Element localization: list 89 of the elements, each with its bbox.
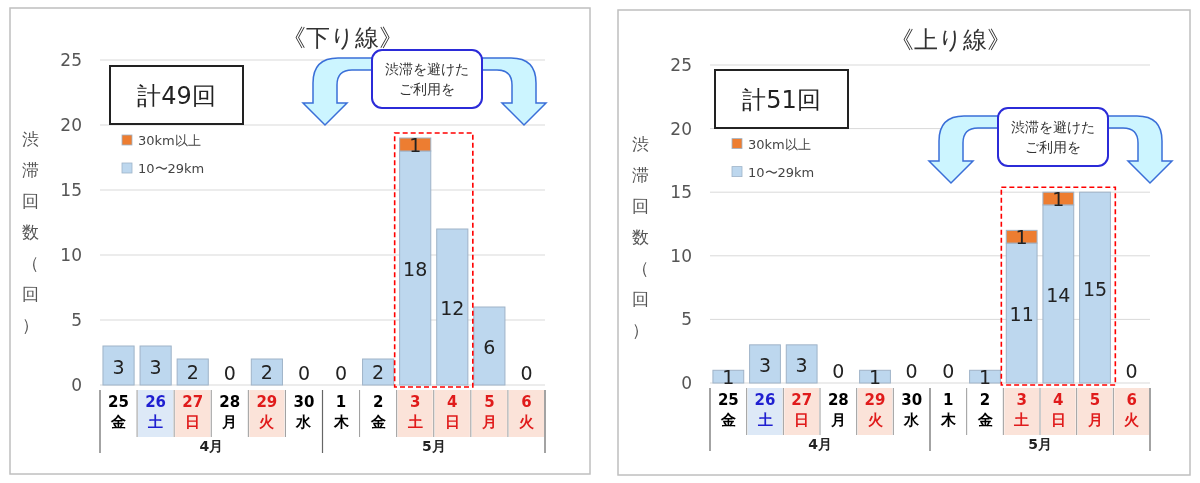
bar bbox=[749, 344, 781, 384]
data-label: 3 bbox=[758, 353, 772, 376]
data-label: 0 bbox=[334, 362, 348, 384]
x-tick-label: 6 火 bbox=[1124, 391, 1141, 429]
data-label: 1 bbox=[978, 365, 992, 388]
x-tick-label: 28 月 bbox=[827, 391, 849, 429]
data-label: 1 bbox=[409, 133, 422, 156]
data-label: 2 bbox=[186, 361, 199, 383]
data-label: 0 bbox=[520, 362, 533, 384]
y-tick-label: 0 bbox=[681, 373, 692, 393]
chart-title: 《下り線》 bbox=[282, 24, 403, 52]
data-label: 3 bbox=[149, 355, 162, 378]
bar bbox=[473, 306, 506, 386]
x-tick-label: 6 火 bbox=[518, 393, 535, 431]
data-label: 0 bbox=[223, 362, 236, 384]
x-tick-label: 26 土 bbox=[145, 393, 167, 431]
data-label: 3 bbox=[112, 355, 125, 378]
data-label: 12 bbox=[440, 297, 465, 319]
legend-label: 10〜29km bbox=[748, 164, 815, 180]
legend-label: 30km以上 bbox=[748, 136, 811, 152]
text: 5月 bbox=[421, 438, 446, 454]
data-label: 0 bbox=[905, 360, 918, 382]
y-tick-label: 25 bbox=[670, 55, 692, 75]
data-label: 1 bbox=[1015, 225, 1028, 248]
data-label: 0 bbox=[297, 362, 311, 384]
x-tick-label: 4 日 bbox=[444, 393, 460, 431]
text: 4月 bbox=[808, 436, 832, 452]
x-tick-label: 1 木 bbox=[332, 393, 350, 431]
x-tick-label: 29 火 bbox=[864, 391, 886, 429]
x-tick-label: 3 土 bbox=[1013, 391, 1030, 429]
data-label: 3 bbox=[795, 353, 808, 376]
data-label: 6 bbox=[483, 336, 496, 358]
data-label: 1 bbox=[722, 365, 735, 388]
bar bbox=[1079, 191, 1111, 384]
y-axis-title: 渋滞回数（回） bbox=[631, 134, 649, 340]
chart-title: 《上り線》 bbox=[889, 26, 1011, 54]
y-axis-title: 渋滞回数（回） bbox=[21, 129, 39, 335]
y-tick-label: 20 bbox=[60, 115, 82, 135]
x-tick-label: 30 水 bbox=[293, 393, 315, 431]
annotation: 計49回 bbox=[137, 82, 216, 110]
y-tick-label: 20 bbox=[670, 118, 692, 139]
bar bbox=[362, 358, 395, 386]
x-tick-label: 4 日 bbox=[1050, 391, 1066, 429]
bar bbox=[785, 344, 818, 384]
y-tick-label: 25 bbox=[60, 50, 82, 70]
x-tick-label: 30 水 bbox=[901, 391, 923, 429]
data-label: 0 bbox=[832, 360, 845, 382]
text: 5月 bbox=[1028, 436, 1052, 452]
x-tick-label: 29 火 bbox=[256, 393, 278, 431]
y-tick-label: 10 bbox=[60, 245, 82, 265]
y-tick-label: 15 bbox=[670, 182, 692, 203]
legend-label: 10〜29km bbox=[138, 161, 205, 176]
annotation: 計51回 bbox=[742, 86, 821, 114]
x-tick-label: 5 月 bbox=[1086, 391, 1103, 429]
bar bbox=[176, 358, 209, 386]
x-tick-label: 1 木 bbox=[939, 391, 957, 429]
data-label: 18 bbox=[403, 258, 428, 280]
x-tick-label: 27 日 bbox=[182, 393, 204, 431]
bar bbox=[436, 228, 469, 386]
x-tick-label: 27 日 bbox=[791, 391, 813, 429]
y-tick-label: 10 bbox=[670, 245, 692, 266]
data-label: 0 bbox=[1125, 360, 1138, 382]
text: 4月 bbox=[199, 438, 224, 454]
data-label: 2 bbox=[260, 361, 273, 383]
x-tick-label: 2 金 bbox=[976, 391, 993, 429]
bar bbox=[139, 345, 172, 386]
y-tick-label: 5 bbox=[71, 310, 82, 330]
data-label: 1 bbox=[868, 365, 882, 388]
y-tick-label: 0 bbox=[71, 375, 82, 395]
x-tick-label: 3 土 bbox=[406, 393, 423, 431]
bar bbox=[250, 358, 283, 386]
y-tick-label: 5 bbox=[681, 309, 692, 330]
annotation: 渋滞を避けたご利用を bbox=[1011, 119, 1095, 155]
annotation: 渋滞を避けたご利用を bbox=[385, 61, 469, 97]
x-tick-label: 28 月 bbox=[219, 393, 241, 431]
x-tick-label: 2 金 bbox=[369, 393, 386, 431]
x-tick-label: 25 金 bbox=[717, 391, 739, 429]
data-label: 11 bbox=[1009, 303, 1034, 326]
x-tick-label: 25 金 bbox=[108, 393, 129, 431]
legend-label: 30km以上 bbox=[138, 133, 201, 148]
y-tick-label: 15 bbox=[60, 180, 82, 200]
data-label: 0 bbox=[942, 360, 955, 382]
data-label: 1 bbox=[1052, 187, 1065, 210]
x-tick-label: 26 土 bbox=[754, 391, 776, 429]
data-label: 14 bbox=[1046, 283, 1071, 306]
data-label: 15 bbox=[1082, 277, 1108, 300]
bar bbox=[102, 345, 135, 386]
data-label: 2 bbox=[372, 361, 385, 383]
x-tick-label: 5 月 bbox=[480, 393, 497, 431]
